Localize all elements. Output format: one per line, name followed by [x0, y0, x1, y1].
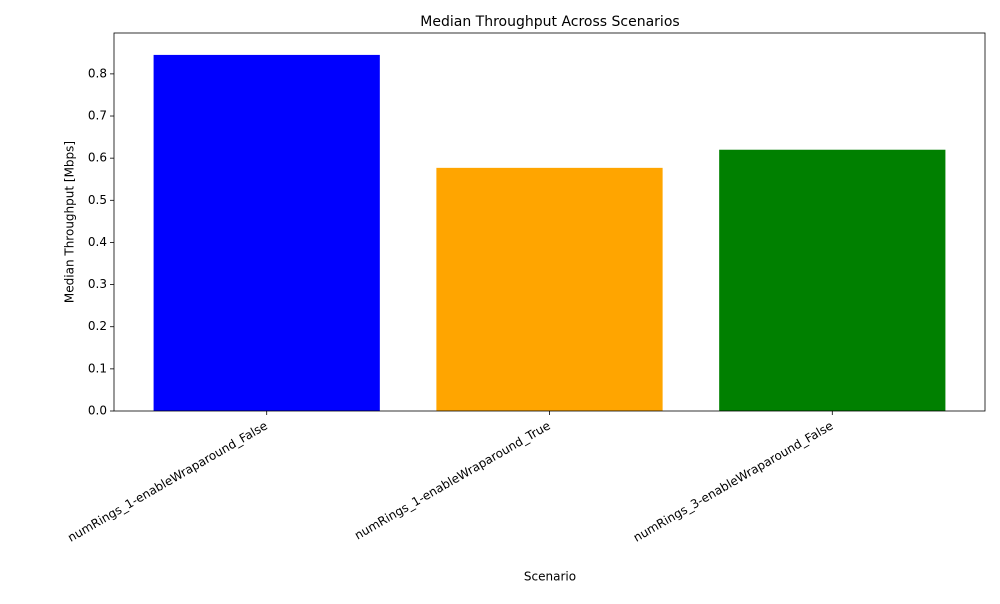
bar	[436, 167, 663, 411]
y-tick-label: 0.1	[88, 361, 107, 375]
y-tick-label: 0.5	[88, 193, 107, 207]
bar	[153, 54, 380, 411]
x-axis-label: Scenario	[524, 570, 576, 584]
chart-title: Median Throughput Across Scenarios	[420, 14, 679, 30]
x-tick-label: numRings_1-enableWraparound_True	[352, 419, 553, 543]
x-tick-label: numRings_1-enableWraparound_False	[65, 419, 270, 545]
y-tick-label: 0.6	[88, 151, 107, 165]
x-tick-label: numRings_3-enableWraparound_False	[631, 419, 836, 545]
y-axis-label: Median Throughput [Mbps]	[63, 141, 77, 303]
y-tick-label: 0.4	[88, 235, 107, 249]
plot-frame	[113, 32, 986, 412]
y-tick-label: 0.2	[88, 319, 107, 333]
y-tick-label: 0.7	[88, 109, 107, 123]
y-tick-label: 0.8	[88, 66, 107, 80]
bar	[719, 149, 946, 411]
y-tick-label: 0.0	[88, 404, 107, 418]
y-tick-label: 0.3	[88, 277, 107, 291]
